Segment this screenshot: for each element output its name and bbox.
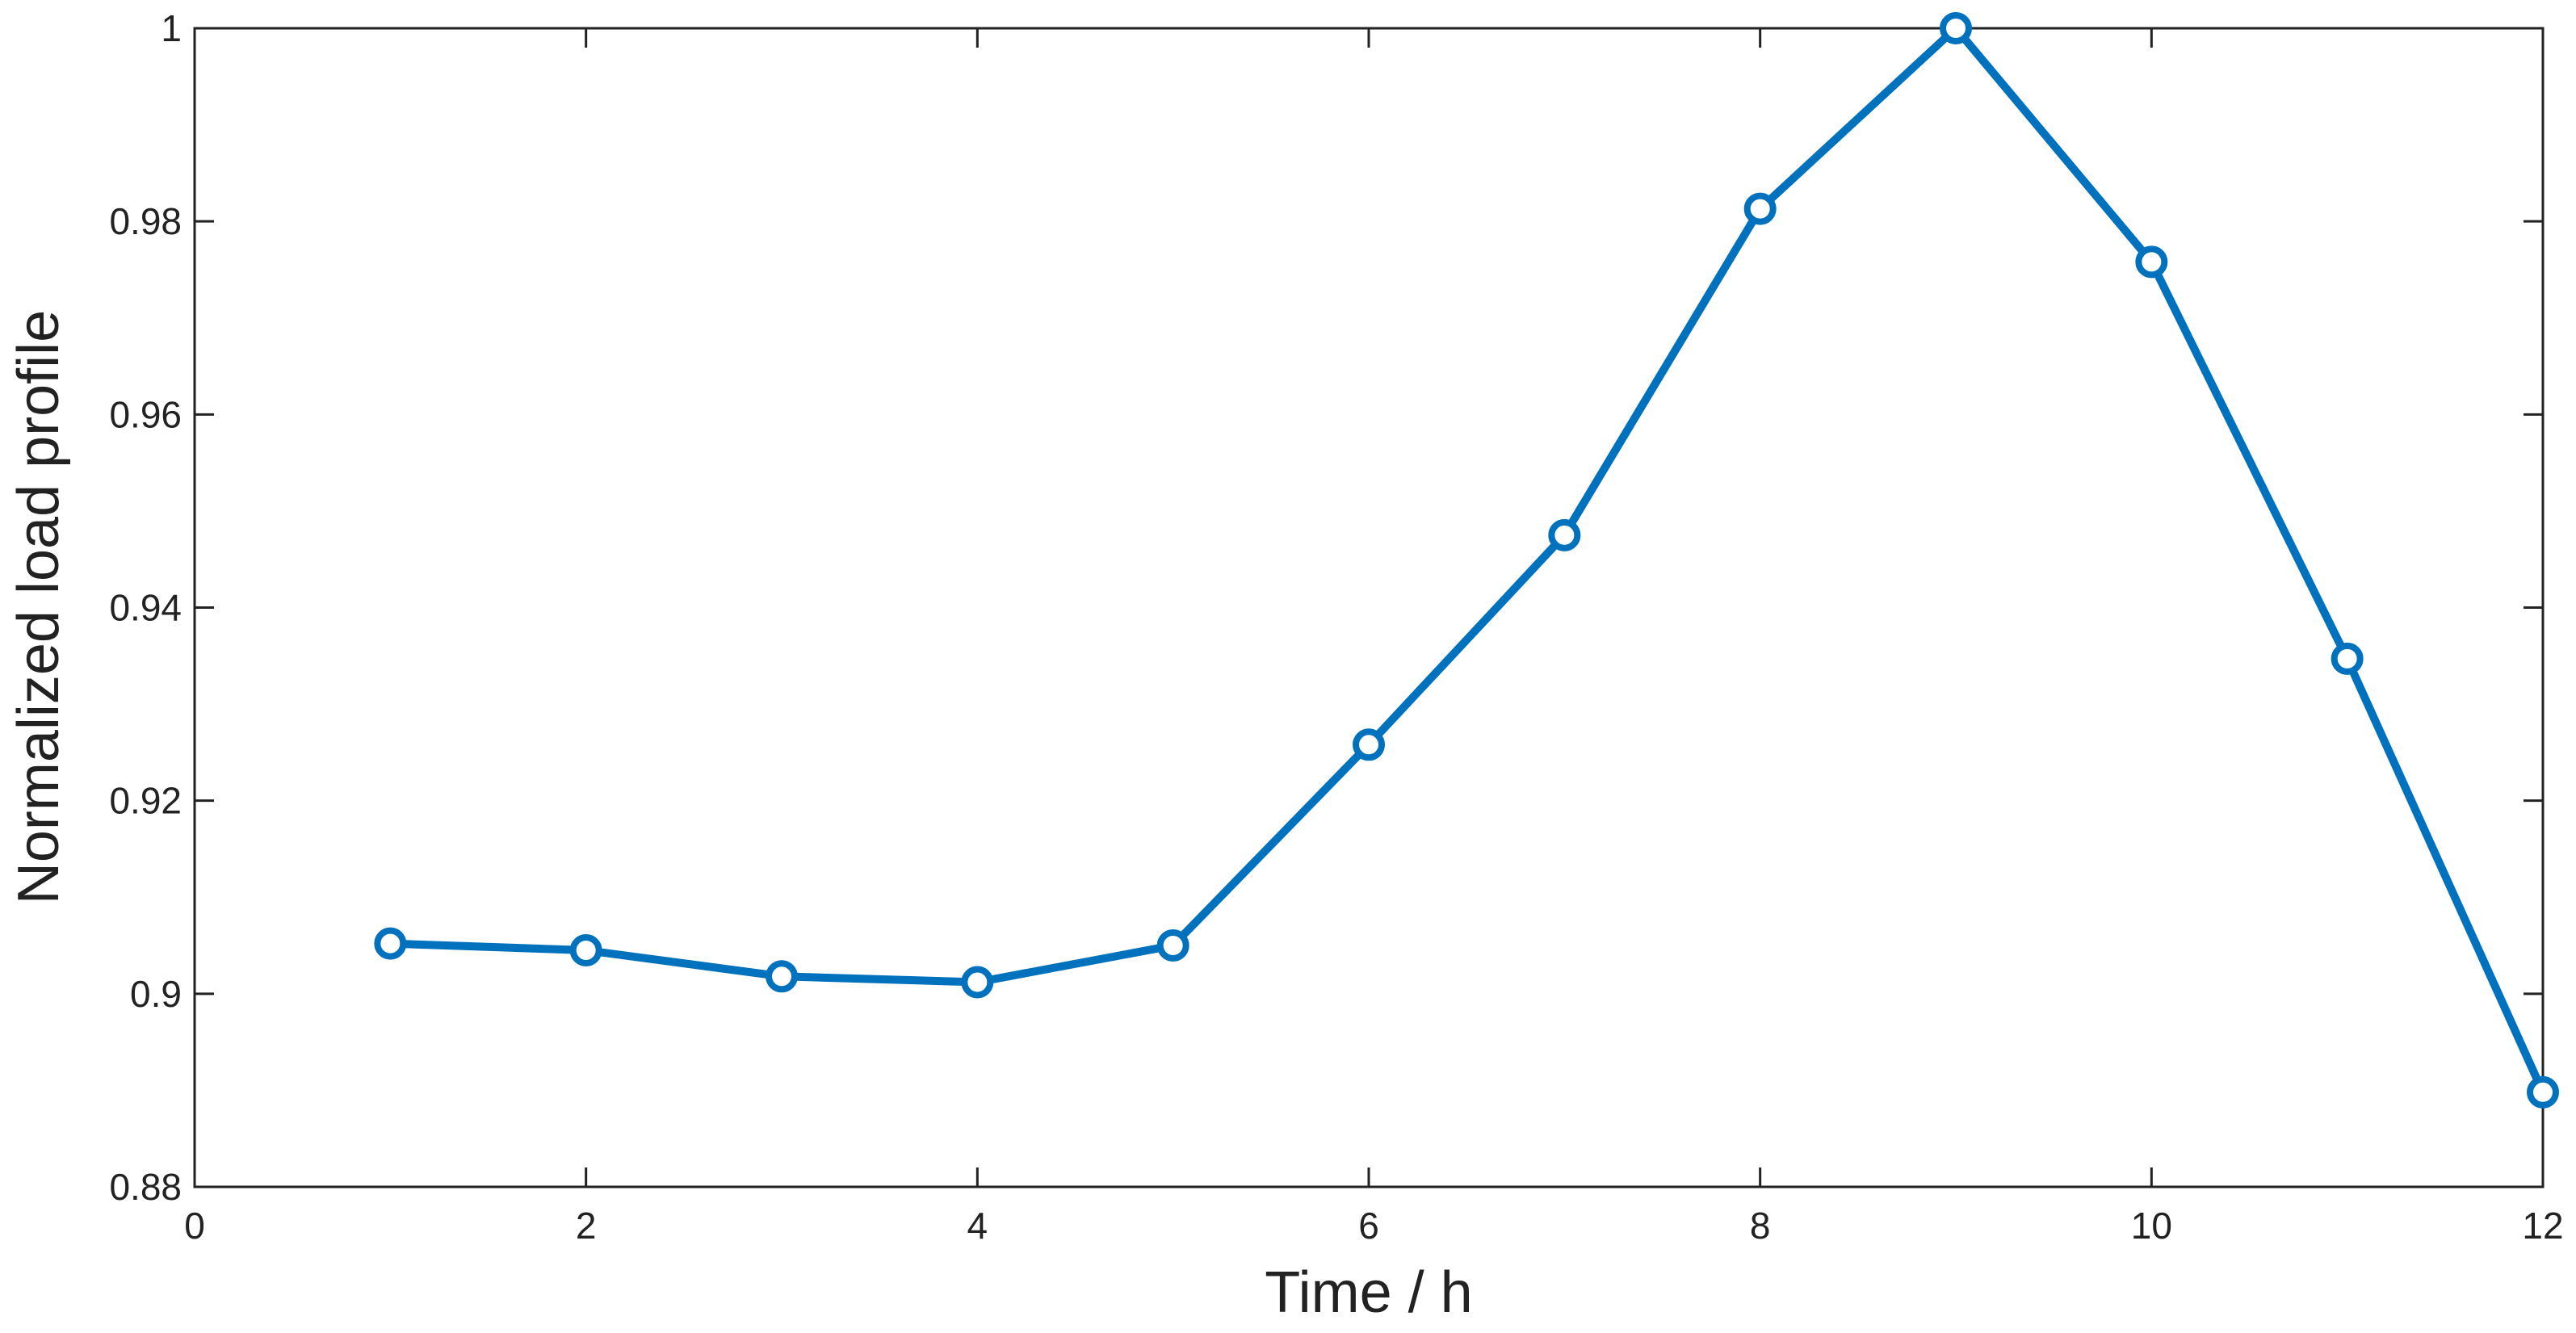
- data-point: [1743, 192, 1777, 225]
- data-point: [2135, 245, 2168, 279]
- y-tick-label: 0.98: [109, 200, 182, 242]
- plot-frame: [193, 27, 2545, 1188]
- data-point: [766, 960, 798, 993]
- data-point: [2527, 1075, 2559, 1109]
- y-tick-label: 0.9: [130, 973, 182, 1015]
- data-point: [374, 927, 407, 960]
- data-point: [1353, 728, 1385, 761]
- x-tick-label: 6: [1358, 1205, 1379, 1247]
- data-point: [1156, 929, 1189, 962]
- data-point: [1548, 518, 1581, 551]
- y-tick-label: 0.88: [109, 1166, 182, 1208]
- x-tick-label: 0: [184, 1205, 205, 1247]
- x-tick-label: 8: [1750, 1205, 1771, 1247]
- x-axis-label: Time / h: [1265, 1260, 1472, 1325]
- data-point: [2331, 642, 2364, 675]
- data-point: [569, 934, 602, 967]
- y-tick-label: 0.94: [109, 587, 182, 629]
- x-tick-label: 4: [967, 1205, 988, 1247]
- x-tick-label: 10: [2131, 1205, 2172, 1247]
- x-tick-label: 2: [576, 1205, 597, 1247]
- y-tick-label: 0.92: [109, 780, 182, 822]
- y-tick-label: 0.96: [109, 393, 182, 435]
- data-point: [961, 966, 994, 999]
- y-tick-label: 1: [161, 7, 182, 49]
- y-axis-label: Normalized load profile: [6, 310, 71, 904]
- data-point: [1940, 12, 1972, 44]
- data-line: [390, 24, 2547, 1094]
- x-tick-label: 12: [2522, 1205, 2563, 1247]
